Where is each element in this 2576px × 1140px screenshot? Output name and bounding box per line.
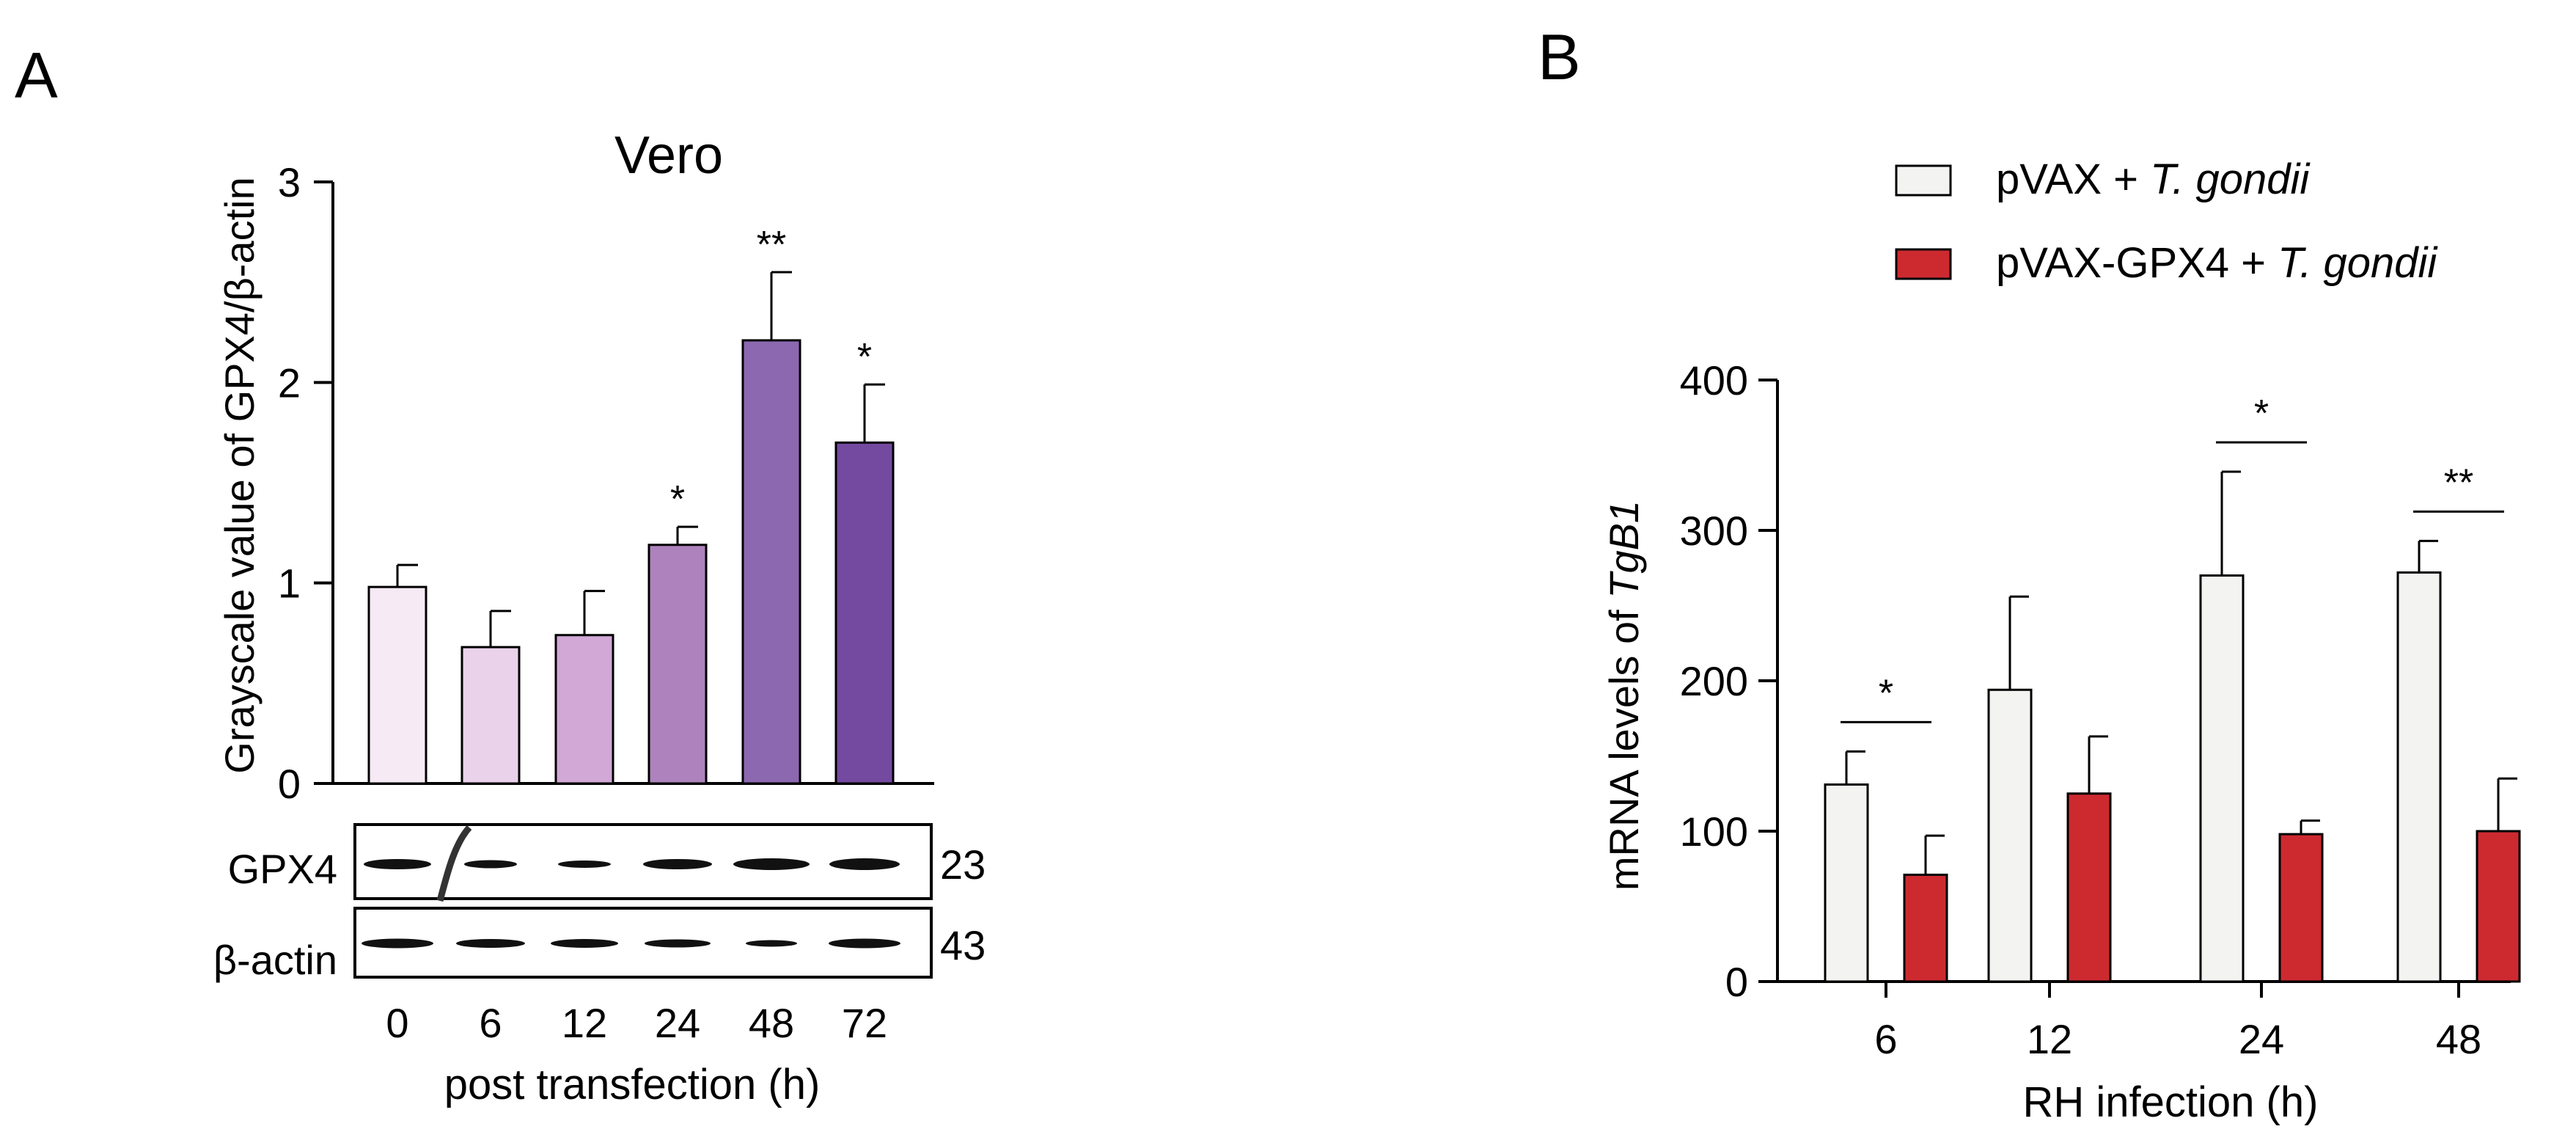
chart-b-legend-swatch: [1895, 164, 1952, 197]
chart-b-legend-label: pVAX + T. gondii: [1996, 156, 2311, 203]
chart-b-y-tick-label: 400: [1680, 357, 1748, 403]
panel-label-a: A: [15, 39, 58, 112]
chart-a-bar: [554, 634, 614, 785]
chart-b-bar: [1903, 873, 1948, 983]
blot-artifact-scratch: [436, 825, 472, 902]
chart-a-significance: **: [757, 224, 786, 266]
chart-a-x-tick-label: 72: [842, 1000, 887, 1046]
chart-b-y-tick-label: 300: [1680, 508, 1748, 554]
chart-b-bar: [2396, 571, 2442, 983]
chart-a-y-label: Grayscale value of GPX4/β-actin: [216, 177, 263, 773]
blot-band-gpx4: [829, 858, 900, 870]
chart-a-x-tick-label: 24: [655, 1000, 700, 1046]
chart-a-bar: [367, 585, 428, 785]
western-blot: GPX4 β-actin 23 43: [213, 823, 986, 983]
chart-a-significance: *: [670, 478, 685, 521]
blot-band-actin: [829, 938, 900, 949]
chart-a-title: Vero: [614, 126, 723, 185]
panel-label-b: B: [1538, 21, 1581, 93]
chart-a-x-tick-label: 48: [749, 1000, 794, 1046]
chart-b-bar: [2066, 792, 2112, 983]
chart-b-significance: *: [2254, 392, 2269, 435]
chart-b-y-tick-label: 0: [1725, 959, 1748, 1005]
chart-a-bar: [647, 544, 708, 785]
chart-b-bar: [1824, 783, 1869, 983]
chart-a-bar: [741, 339, 801, 785]
chart-a-y-tick-label: 0: [278, 761, 301, 807]
blot-kda-actin: 43: [940, 922, 986, 968]
blot-band-gpx4: [364, 859, 431, 869]
blot-row-label-actin: β-actin: [213, 937, 337, 983]
blot-band-gpx4: [464, 860, 517, 869]
blot-band-actin: [362, 938, 433, 949]
chart-a-x-tick-label: 6: [479, 1000, 502, 1046]
blot-band-actin: [551, 939, 618, 948]
blot-row-label-gpx4: GPX4: [228, 846, 337, 892]
chart-b-x-tick-label: 12: [2027, 1016, 2072, 1062]
chart-a-x-tick-label: 0: [386, 1000, 408, 1046]
blot-band-actin: [746, 940, 797, 947]
chart-b-legend-swatch: [1895, 248, 1952, 280]
chart-b-y-label: mRNA levels of TgB1: [1601, 500, 1647, 891]
chart-a-x-label: post transfection (h): [444, 1061, 821, 1108]
blot-bands: [362, 825, 900, 949]
chart-a-x-tick-label: 12: [562, 1000, 607, 1046]
chart-b-significance: **: [2444, 461, 2473, 504]
chart-a-y-tick-label: 2: [278, 359, 301, 406]
chart-b-legend-label: pVAX-GPX4 + T. gondii: [1996, 239, 2438, 287]
chart-a-y-tick-label: 3: [278, 159, 301, 205]
chart-a-bar: [460, 646, 521, 785]
blot-band-gpx4: [643, 859, 712, 869]
chart-a-y-tick-label: 1: [278, 560, 301, 607]
chart-b: 0 100 200 300 400 mRNA levels of TgB1 pVAX + T…: [1601, 156, 2521, 1126]
blot-kda-gpx4: 23: [940, 841, 986, 888]
blot-band-gpx4: [558, 861, 611, 868]
chart-b-bar: [1987, 688, 2033, 983]
chart-b-significance: *: [1879, 672, 1893, 715]
chart-a-bar: [834, 441, 895, 785]
chart-b-bar: [2199, 574, 2245, 983]
chart-b-x-label: RH infection (h): [2023, 1078, 2319, 1126]
chart-b-bar: [2278, 833, 2324, 983]
chart-b-x-tick-label: 6: [1874, 1016, 1897, 1062]
blot-band-actin: [645, 939, 711, 948]
chart-b-y-tick-label: 200: [1680, 658, 1748, 704]
blot-band-gpx4: [733, 858, 810, 870]
chart-b-x-tick-label: 24: [2239, 1016, 2284, 1062]
chart-b-y-tick-label: 100: [1680, 808, 1748, 855]
chart-a-significance: *: [857, 336, 872, 379]
chart-b-bar: [2476, 830, 2521, 983]
blot-band-actin: [456, 939, 525, 948]
chart-b-x-tick-label: 48: [2436, 1016, 2481, 1062]
